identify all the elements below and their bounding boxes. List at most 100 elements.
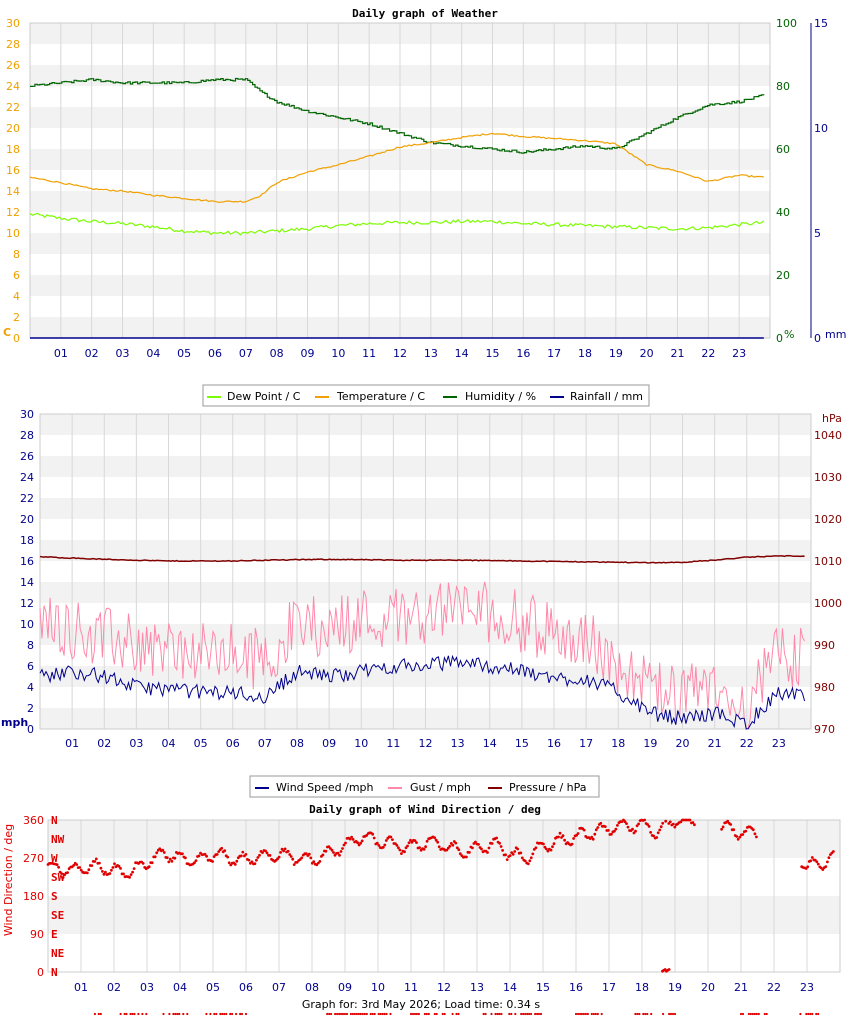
direction-point bbox=[433, 836, 437, 840]
direction-point bbox=[173, 856, 177, 860]
direction-point bbox=[184, 856, 187, 860]
strip-point bbox=[496, 1012, 499, 1016]
direction-point bbox=[247, 858, 251, 862]
direction-point bbox=[108, 872, 112, 875]
strip-point bbox=[574, 1012, 578, 1016]
hour-tick-label: 23 bbox=[800, 981, 814, 994]
direction-point bbox=[203, 852, 207, 856]
direction-point bbox=[451, 843, 455, 847]
strip-point bbox=[584, 1012, 588, 1016]
direction-point bbox=[649, 831, 652, 834]
direction-point bbox=[625, 822, 628, 825]
direction-point bbox=[526, 862, 530, 866]
direction-point bbox=[751, 828, 755, 832]
compass-label: S bbox=[51, 890, 58, 903]
direction-point bbox=[194, 859, 198, 862]
series-humidity bbox=[30, 77, 765, 154]
strip-point bbox=[671, 1012, 675, 1016]
direction-point bbox=[129, 873, 133, 876]
pressure-tick-label: 990 bbox=[814, 639, 835, 652]
direction-point bbox=[824, 865, 828, 868]
direction-point bbox=[561, 834, 565, 838]
direction-point bbox=[158, 847, 162, 851]
direction-point bbox=[534, 846, 538, 850]
hour-tick-label: 12 bbox=[437, 981, 451, 994]
hour-tick-label: 10 bbox=[371, 981, 385, 994]
direction-point bbox=[241, 850, 245, 854]
strip-point bbox=[225, 1012, 228, 1016]
strip-point bbox=[338, 1012, 341, 1016]
direction-point bbox=[181, 852, 184, 856]
direction-point bbox=[468, 851, 471, 854]
direction-point bbox=[400, 852, 403, 855]
direction-point bbox=[668, 820, 672, 824]
direction-point bbox=[693, 823, 696, 827]
hour-tick-label: 22 bbox=[701, 347, 715, 360]
strip-point bbox=[668, 1012, 671, 1016]
strip-point bbox=[673, 1012, 677, 1016]
direction-point bbox=[513, 850, 517, 853]
direction-point bbox=[523, 859, 527, 863]
direction-point bbox=[531, 852, 535, 856]
direction-point bbox=[261, 851, 264, 854]
direction-point bbox=[128, 875, 132, 879]
chart-direction-ylabel: Wind Direction / deg bbox=[2, 824, 15, 936]
left-tick-label: 10 bbox=[6, 227, 20, 240]
legend-dew: Dew Point / C bbox=[227, 390, 301, 403]
direction-point bbox=[434, 838, 438, 842]
direction-point bbox=[726, 819, 730, 823]
hour-tick-label: 13 bbox=[451, 737, 465, 750]
direction-tick-label: 0 bbox=[37, 966, 44, 979]
strip-point bbox=[341, 1012, 345, 1016]
direction-point bbox=[691, 821, 695, 824]
strip-point bbox=[365, 1012, 368, 1016]
direction-point bbox=[487, 846, 491, 850]
direction-point bbox=[90, 864, 94, 867]
direction-point bbox=[279, 851, 282, 854]
strip-point bbox=[240, 1012, 244, 1016]
direction-point bbox=[215, 853, 219, 856]
direction-point bbox=[150, 861, 154, 865]
direction-point bbox=[607, 829, 610, 832]
hour-tick-label: 05 bbox=[177, 347, 191, 360]
strip-point bbox=[811, 1012, 814, 1016]
direction-point bbox=[490, 842, 494, 845]
chart-wind-legend: Wind Speed /mph Gust / mph Pressure / hP… bbox=[249, 775, 600, 798]
direction-point bbox=[457, 848, 461, 852]
direction-point bbox=[72, 864, 76, 867]
strip-point bbox=[174, 1012, 177, 1016]
direction-point bbox=[542, 842, 545, 846]
direction-point bbox=[634, 829, 637, 833]
direction-point bbox=[810, 856, 814, 859]
left-tick-label: 4 bbox=[13, 290, 20, 303]
left-tick-label: 8 bbox=[27, 639, 34, 652]
strip-point bbox=[592, 1012, 595, 1016]
direction-point bbox=[395, 844, 399, 847]
direction-point bbox=[223, 849, 227, 853]
strip-point bbox=[580, 1012, 584, 1016]
direction-point bbox=[415, 841, 418, 844]
hour-tick-label: 17 bbox=[579, 737, 593, 750]
chart-weather: Daily graph of Weather 02468101214161820… bbox=[3, 7, 846, 407]
rain-tick-label: 5 bbox=[814, 227, 821, 240]
direction-point bbox=[721, 825, 725, 829]
direction-point bbox=[659, 825, 663, 829]
direction-point bbox=[255, 858, 258, 862]
strip-point bbox=[186, 1012, 189, 1016]
direction-point bbox=[635, 824, 639, 828]
humidity-tick-label: 40 bbox=[776, 206, 790, 219]
direction-point bbox=[338, 853, 341, 857]
direction-point bbox=[226, 855, 230, 859]
left-tick-label: 22 bbox=[20, 492, 34, 505]
hour-tick-label: 22 bbox=[740, 737, 754, 750]
direction-point bbox=[85, 871, 89, 875]
hour-tick-label: 09 bbox=[338, 981, 352, 994]
hour-tick-label: 19 bbox=[668, 981, 682, 994]
strip-point bbox=[757, 1012, 760, 1016]
direction-point bbox=[282, 849, 285, 853]
hour-tick-label: 01 bbox=[65, 737, 79, 750]
compass-label: SE bbox=[51, 909, 64, 922]
direction-point bbox=[572, 837, 575, 840]
strip-point bbox=[363, 1012, 366, 1016]
